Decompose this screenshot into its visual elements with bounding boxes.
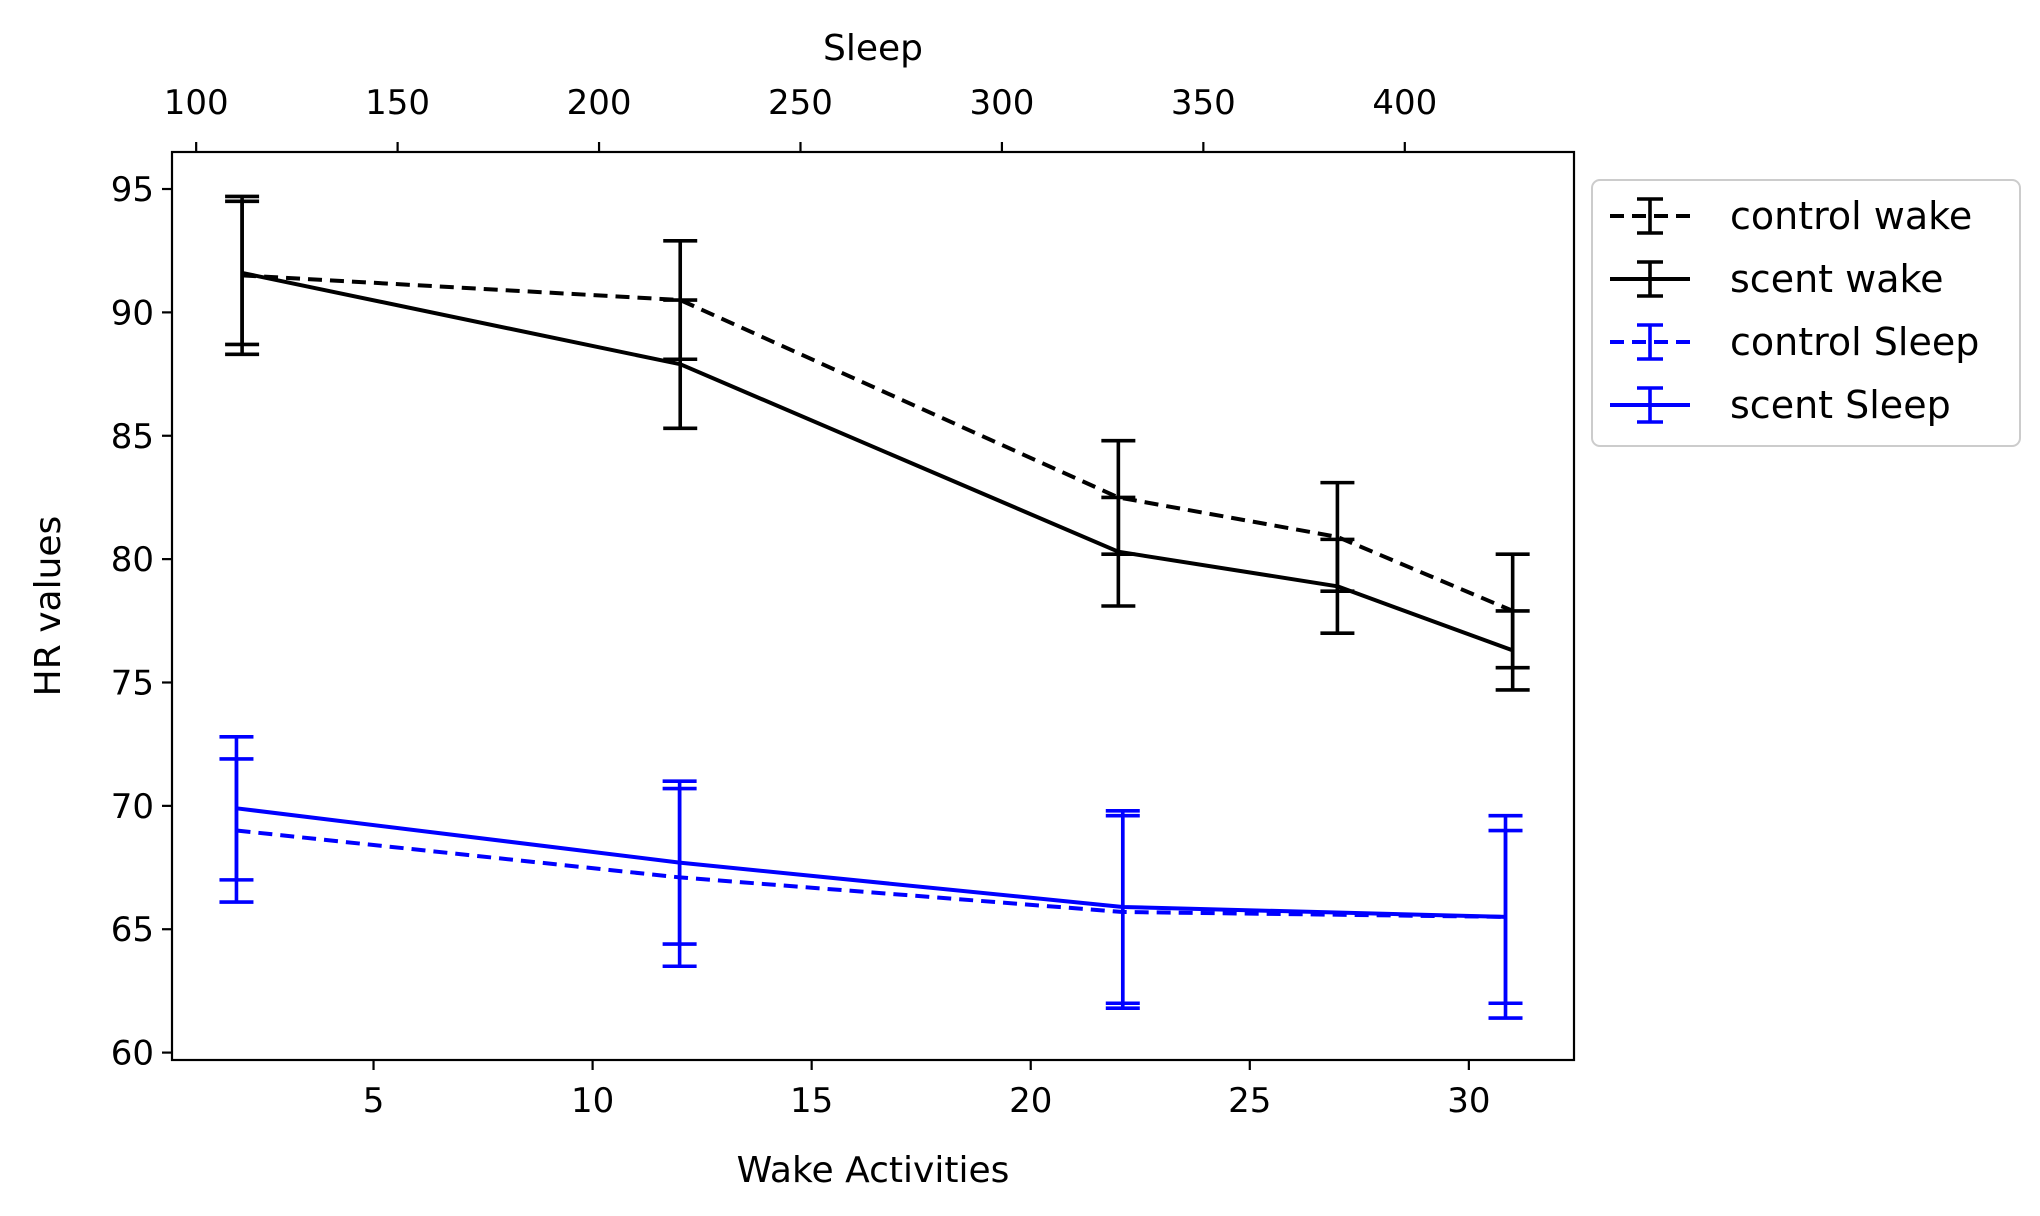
legend-label: control Sleep: [1730, 320, 1979, 364]
data-point: [678, 861, 682, 865]
legend-item: scent Sleep: [1610, 383, 1951, 427]
error-bar: [1101, 495, 1136, 608]
x-top-tick-label: 100: [164, 83, 229, 123]
x-top-tick-label: 200: [567, 83, 632, 123]
series-line: [236, 828, 1506, 919]
x-bottom-tick-label: 25: [1228, 1081, 1271, 1121]
data-point: [234, 806, 238, 810]
y-tick-label: 60: [111, 1034, 154, 1074]
error-bar: [1495, 609, 1530, 692]
chart-axes: 5 10 15 20 25 30 100 150 200 250 300 350 400 60 65 70 75…: [28, 28, 1490, 1191]
y-tick-label: 85: [111, 417, 154, 457]
legend-label: scent wake: [1730, 257, 1944, 301]
error-bar: [1320, 537, 1355, 635]
x-top-tick-label: 350: [1171, 83, 1236, 123]
x-top-tick-label: 400: [1372, 83, 1437, 123]
legend-frame: [1591, 179, 2021, 447]
plot-frame: [170, 150, 1576, 1062]
x-top-axis-title: Sleep: [823, 28, 923, 69]
x-bottom-axis-title: Wake Activities: [737, 1150, 1010, 1191]
y-tick-label: 90: [111, 293, 154, 333]
legend-item: control Sleep: [1610, 320, 1979, 364]
y-tick-label: 95: [111, 170, 154, 210]
series-line: [236, 806, 1506, 919]
y-tick-label: 70: [111, 787, 154, 827]
error-bar: [663, 298, 698, 431]
series-scent-sleep: [219, 734, 1523, 1020]
series-scent-wake: [225, 199, 1530, 692]
error-bar: [219, 734, 254, 882]
error-bar: [1105, 808, 1140, 1006]
x-bottom-tick-label: 10: [571, 1081, 614, 1121]
data-point: [1335, 584, 1339, 588]
error-bar: [1488, 813, 1523, 1020]
data-point: [1504, 915, 1508, 919]
x-top-tick-label: 300: [969, 83, 1034, 123]
data-point: [1511, 648, 1515, 652]
y-tick-label: 75: [111, 663, 154, 703]
error-bar: [662, 779, 697, 946]
plot-area-background: [172, 152, 1574, 1060]
y-axis-title: HR values: [28, 516, 69, 697]
y-tick-label: 80: [111, 540, 154, 580]
x-top-tick-label: 150: [365, 83, 430, 123]
x-bottom-tick-label: 15: [790, 1081, 833, 1121]
x-top-tick-label: 250: [768, 83, 833, 123]
chart-marks: [219, 194, 1530, 1020]
x-bottom-tick-label: 30: [1447, 1081, 1490, 1121]
data-point: [678, 362, 682, 366]
error-bar: [225, 199, 260, 347]
series-line: [241, 273, 1514, 613]
x-bottom-tick-label: 20: [1009, 1081, 1052, 1121]
data-point: [1121, 905, 1125, 909]
legend-item: scent wake: [1610, 257, 1944, 301]
legend-label: scent Sleep: [1730, 383, 1951, 427]
legend-item: control wake: [1610, 194, 1972, 238]
y-tick-label: 65: [111, 910, 154, 950]
data-point: [240, 271, 244, 275]
x-bottom-tick-label: 5: [363, 1081, 385, 1121]
data-point: [1116, 550, 1120, 554]
legend-label: control wake: [1730, 194, 1972, 238]
legend: control wake scent wake control Sleep scent…: [1591, 179, 2021, 447]
